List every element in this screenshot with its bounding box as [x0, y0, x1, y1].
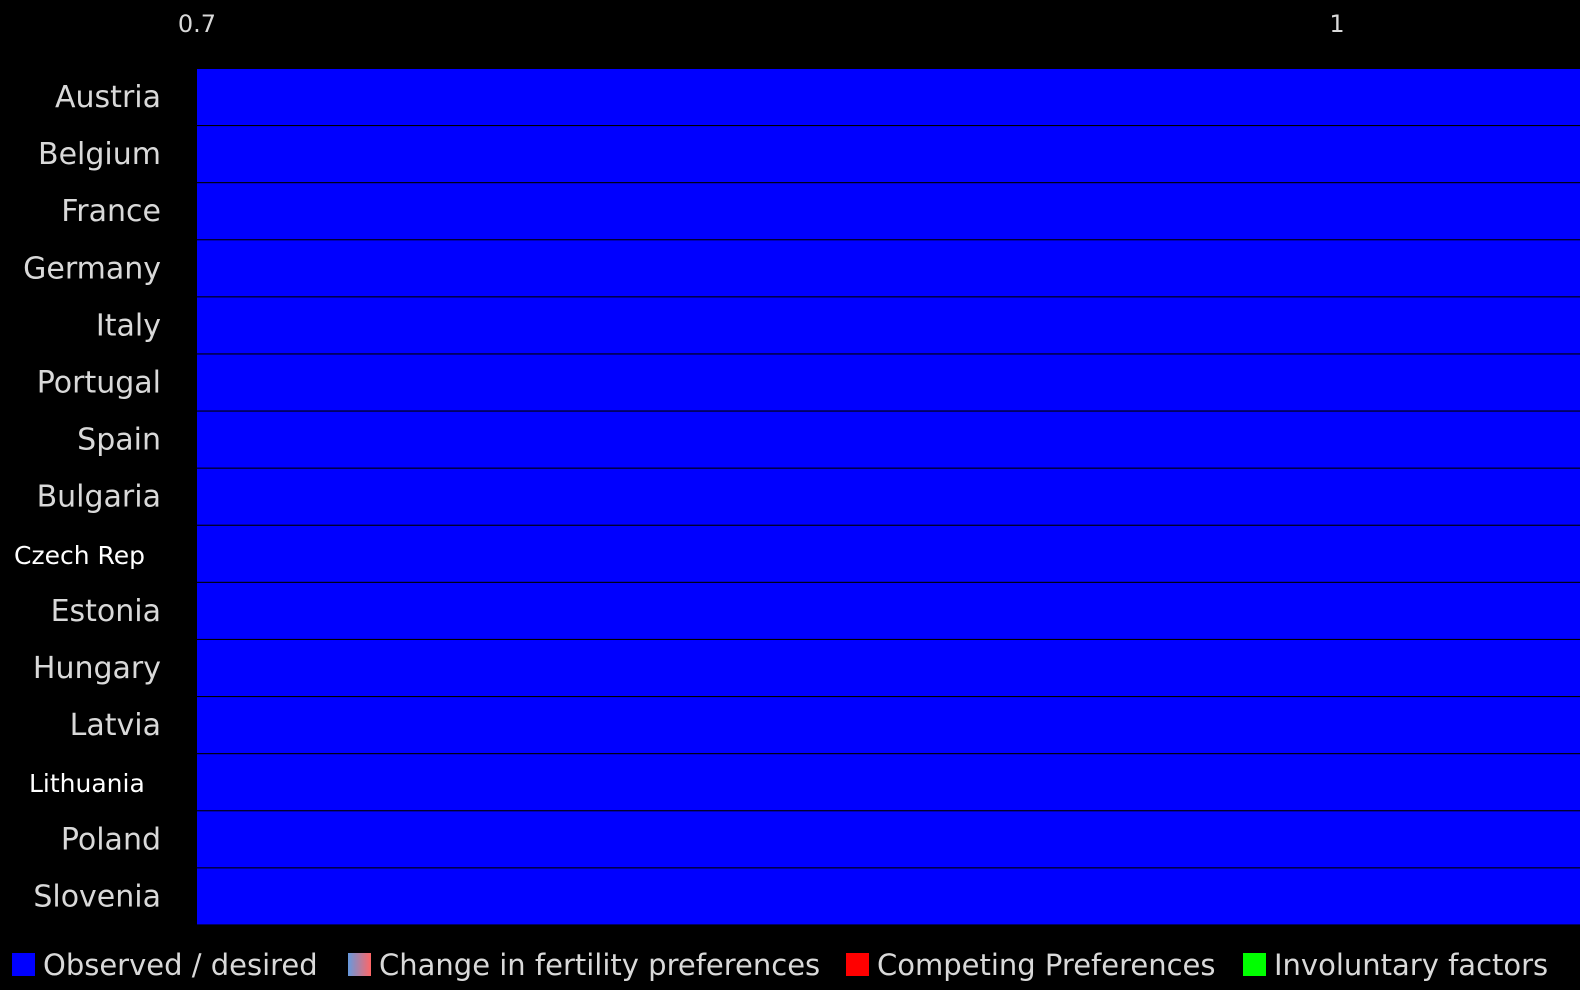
legend-swatch [1243, 953, 1266, 976]
legend-label: Observed / desired [43, 948, 318, 982]
category-label: Lithuania [29, 769, 145, 798]
bar-observed [197, 69, 1580, 125]
category-label: Hungary [33, 651, 161, 686]
legend-swatch [846, 953, 869, 976]
bar-observed [197, 754, 1580, 811]
category-label: Czech Rep [14, 541, 145, 570]
category-label: Latvia [70, 708, 161, 743]
bar-observed [197, 697, 1580, 754]
legend-swatch [12, 953, 35, 976]
category-label: Slovenia [33, 879, 161, 914]
legend: Observed / desired Change in fertility pr… [12, 948, 1548, 982]
legend-label: Change in fertility preferences [379, 948, 820, 982]
bar-observed [197, 354, 1580, 411]
category-label: Poland [61, 822, 161, 857]
category-label: Estonia [51, 594, 161, 629]
category-label: Bulgaria [37, 480, 161, 515]
bar-observed [197, 525, 1580, 582]
bar-observed [197, 411, 1580, 468]
bar-observed [197, 297, 1580, 354]
bar-observed [197, 868, 1580, 925]
bar-observed [197, 811, 1580, 868]
category-label: Italy [96, 308, 161, 343]
bar-observed [197, 126, 1580, 183]
category-label: France [61, 194, 161, 229]
category-label: Portugal [37, 366, 161, 401]
bar-observed [197, 468, 1580, 525]
category-label: Spain [77, 423, 161, 458]
legend-label: Involuntary factors [1274, 948, 1548, 982]
category-label: Germany [23, 251, 161, 286]
x-tick-label: 0.7 [178, 10, 216, 38]
bar-observed [197, 640, 1580, 696]
legend-swatch [348, 953, 371, 976]
category-label: Belgium [38, 137, 161, 172]
legend-label: Competing Preferences [877, 948, 1215, 982]
bar-observed [197, 240, 1580, 297]
category-label: Austria [55, 80, 161, 115]
x-tick-label: 1 [1329, 10, 1344, 38]
bar-observed [197, 582, 1580, 639]
bar-observed [197, 183, 1580, 240]
